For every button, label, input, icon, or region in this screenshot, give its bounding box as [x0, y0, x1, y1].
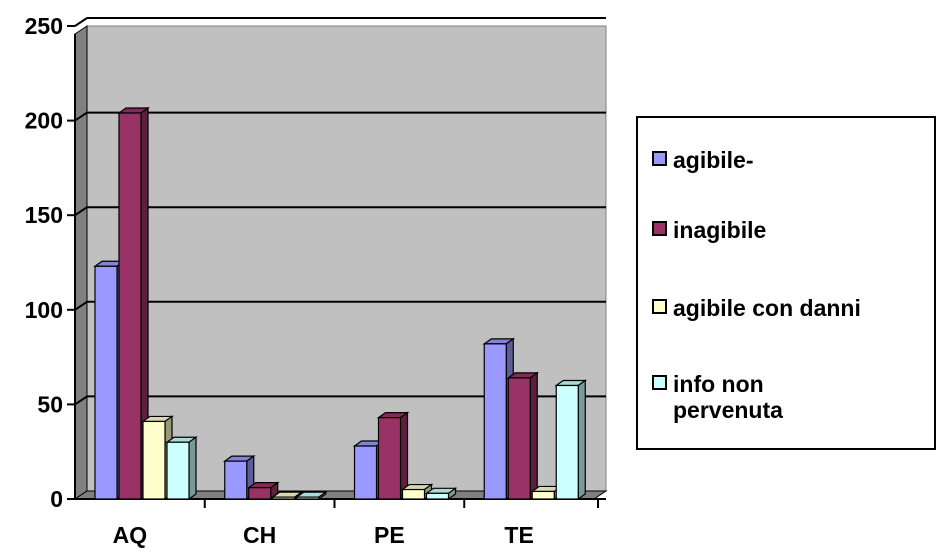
plot-side-wall — [74, 25, 88, 500]
legend-label-info-non-pervenuta: info non pervenuta — [673, 371, 783, 423]
gridline-side — [74, 17, 88, 27]
y-axis-ticks: 0 50 100 150 200 250 — [25, 13, 63, 512]
x-category-label-pe: PE — [374, 522, 405, 548]
bars — [93, 106, 588, 501]
gridline-side — [74, 206, 88, 217]
bar-pe-series-1 — [376, 411, 410, 501]
legend-label-inagibile: inagibile — [673, 217, 767, 243]
y-tick-label: 0 — [50, 486, 63, 512]
legend-item-agibile: agibile- — [652, 147, 754, 173]
x-category-label-te: TE — [504, 522, 533, 548]
gridline-side — [74, 111, 88, 122]
gridline-side — [74, 395, 88, 406]
y-tick-label: 150 — [25, 202, 63, 228]
x-axis-labels: AQ CH PE TE — [113, 522, 534, 548]
bar-pe-series-3 — [424, 487, 458, 501]
legend-item-agibile-con-danni: agibile con danni — [652, 295, 861, 321]
bar-ch-series-3 — [294, 490, 328, 501]
legend-swatch-agibile — [652, 151, 667, 166]
legend-swatch-info-non-pervenuta — [652, 375, 667, 390]
y-tick-label: 200 — [25, 108, 63, 134]
legend: agibile- inagibile agibile con danni inf… — [636, 116, 936, 450]
legend-label-agibile-con-danni: agibile con danni — [673, 295, 861, 321]
bar-te-series-3 — [554, 379, 588, 501]
y-tick-label: 100 — [25, 297, 63, 323]
legend-item-inagibile: inagibile — [652, 217, 766, 243]
legend-label-agibile: agibile- — [673, 147, 754, 173]
y-tick-label: 50 — [37, 391, 63, 417]
gridline-side — [74, 300, 88, 311]
legend-swatch-inagibile — [652, 221, 667, 236]
bar-aq-series-3 — [165, 436, 198, 501]
x-category-label-ch: CH — [243, 522, 276, 548]
gridlines — [74, 17, 606, 406]
bar-te-series-1 — [506, 371, 540, 501]
x-category-label-aq: AQ — [113, 522, 148, 548]
legend-swatch-agibile-con-danni — [652, 299, 667, 314]
y-tick-label: 250 — [25, 13, 63, 39]
legend-item-info-non-pervenuta: info non pervenuta — [652, 371, 783, 423]
plot-area — [73, 25, 608, 500]
